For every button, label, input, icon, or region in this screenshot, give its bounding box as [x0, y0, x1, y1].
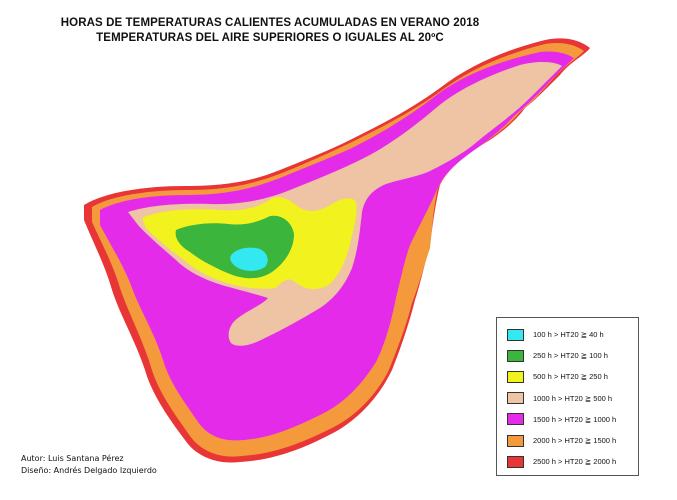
map-title-line1: HORAS DE TEMPERATURAS CALIENTES ACUMULAD…	[60, 17, 480, 29]
legend-item: 100 h > HT20 ≧ 40 h	[507, 324, 638, 345]
legend-swatch	[507, 434, 524, 447]
legend-swatch	[507, 349, 524, 362]
legend-label: 100 h > HT20 ≧ 40 h	[533, 330, 604, 340]
credits: Autor: Luis Santana Pérez Diseño: Andrés…	[21, 453, 157, 477]
legend-label: 1000 h > HT20 ≧ 500 h	[533, 393, 613, 403]
legend-swatch	[507, 413, 524, 426]
legend-item: 500 h > HT20 ≧ 250 h	[507, 366, 638, 387]
legend-item: 1500 h > HT20 ≧ 1000 h	[507, 409, 638, 430]
map-title-line2: TEMPERATURAS DEL AIRE SUPERIORES O IGUAL…	[96, 32, 444, 44]
map-title: HORAS DE TEMPERATURAS CALIENTES ACUMULAD…	[0, 16, 540, 46]
legend: 100 h > HT20 ≧ 40 h 250 h > HT20 ≧ 100 h…	[496, 317, 639, 476]
legend-item: 2500 h > HT20 ≧ 2000 h	[507, 451, 638, 472]
legend-label: 250 h > HT20 ≧ 100 h	[533, 351, 608, 361]
credit-author: Autor: Luis Santana Pérez	[21, 454, 124, 463]
zone-100-40h	[230, 247, 268, 271]
legend-label: 1500 h > HT20 ≧ 1000 h	[533, 414, 617, 424]
legend-swatch	[507, 455, 524, 468]
legend-item: 1000 h > HT20 ≧ 500 h	[507, 388, 638, 409]
legend-swatch	[507, 328, 524, 341]
legend-label: 2500 h > HT20 ≧ 2000 h	[533, 457, 617, 467]
legend-label: 2000 h > HT20 ≧ 1500 h	[533, 436, 617, 446]
legend-item: 250 h > HT20 ≧ 100 h	[507, 345, 638, 366]
legend-label: 500 h > HT20 ≧ 250 h	[533, 372, 608, 382]
legend-swatch	[507, 392, 524, 405]
legend-swatch	[507, 370, 524, 383]
credit-design: Diseño: Andrés Delgado Izquierdo	[21, 466, 157, 475]
legend-item: 2000 h > HT20 ≧ 1500 h	[507, 430, 638, 451]
